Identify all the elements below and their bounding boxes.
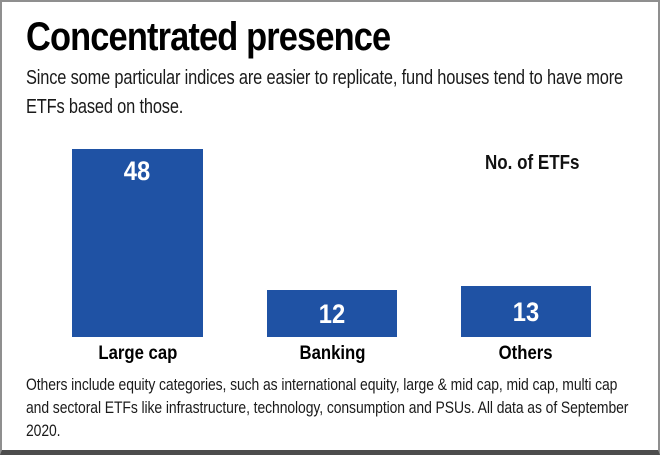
chart-title: Concentrated presence <box>26 15 391 59</box>
bar-category-label: Large cap <box>72 343 203 365</box>
bar: 48 <box>72 149 203 337</box>
bar-category-text: Large cap <box>97 343 177 364</box>
bar-group: 13 Others <box>461 142 591 367</box>
chart-subtitle: Since some particular indices are easier… <box>26 67 624 118</box>
bar: 12 <box>267 290 397 337</box>
bar-category-text: Others <box>499 343 553 364</box>
bar-value-label: 12 <box>267 298 397 329</box>
bar-value-label: 13 <box>461 296 591 327</box>
unit-label: No. of ETFs <box>485 152 580 174</box>
bar-group: 12 Banking <box>267 142 397 367</box>
bar-category-text: Banking <box>299 343 365 364</box>
bar-group: 48 Large cap <box>72 142 203 367</box>
bar-category-label: Banking <box>267 343 397 365</box>
bar: 13 <box>461 286 591 337</box>
bar-value-text: 13 <box>512 296 540 327</box>
bar-category-label: Others <box>461 343 591 365</box>
bar-value-label: 48 <box>72 158 203 185</box>
bar-chart: No. of ETFs 48 Large cap 12 Banking 13 O… <box>2 142 658 367</box>
bar-value-text: 48 <box>124 156 151 186</box>
footnote: Others include equity categories, such a… <box>26 375 629 440</box>
bar-value-text: 12 <box>318 298 346 329</box>
